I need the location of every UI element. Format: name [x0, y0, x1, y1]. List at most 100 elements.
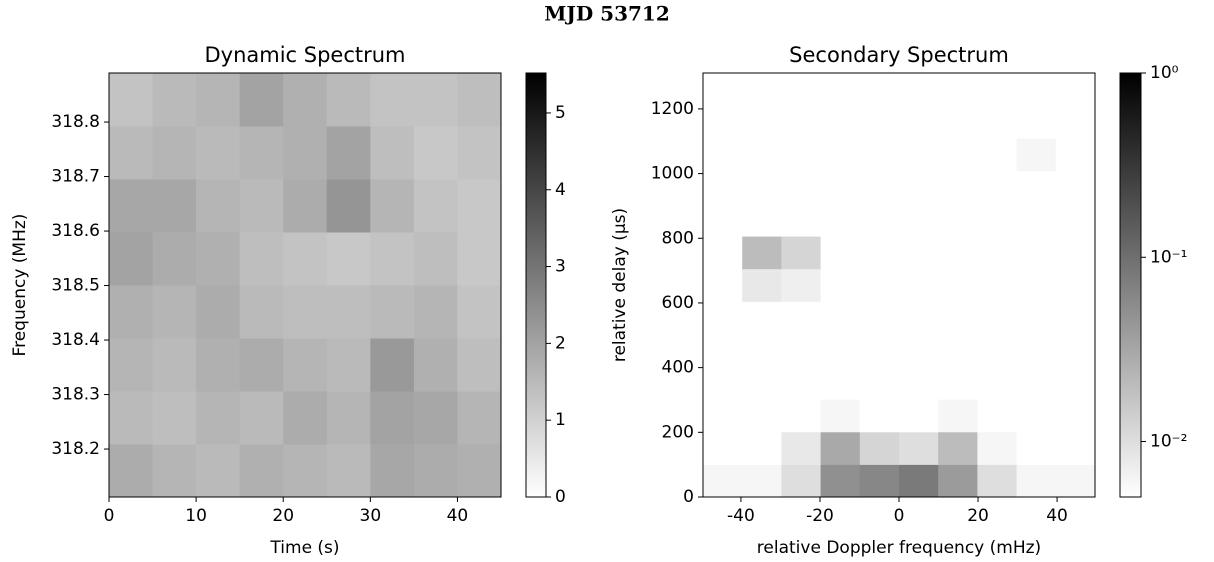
heat-cell — [977, 301, 1018, 335]
x-tick-label: 30 — [360, 506, 382, 526]
heat-cell — [899, 138, 939, 172]
heat-cell — [859, 431, 900, 465]
y-tick-label: 318.4 — [51, 330, 100, 350]
colorbar — [1119, 72, 1142, 498]
heat-cell — [1016, 268, 1057, 302]
heat-cell — [152, 338, 197, 392]
heat-cell — [703, 73, 743, 107]
heat-cell — [1016, 301, 1057, 335]
heat-cell — [703, 170, 743, 204]
heat-cell — [781, 399, 822, 433]
y-tick-label: 318.5 — [51, 276, 100, 296]
heat-cell — [1055, 268, 1096, 302]
heat-cell — [152, 444, 197, 498]
heat-cell — [370, 179, 415, 233]
y-tick-label: 600 — [662, 293, 694, 313]
heat-cell — [899, 366, 939, 400]
heat-cell — [859, 105, 900, 139]
heat-cell — [196, 73, 241, 127]
heat-cell — [1055, 333, 1096, 368]
colorbar-tick-label: 10⁻² — [1150, 432, 1187, 452]
y-tick-label: 400 — [662, 358, 694, 378]
x-axis-label: Time (s) — [269, 538, 339, 558]
heat-cell — [196, 126, 241, 180]
heat-cell — [370, 391, 415, 445]
heat-cell — [326, 444, 371, 498]
heat-cell — [283, 444, 328, 498]
heat-cell — [457, 391, 502, 445]
x-tick-label: -20 — [806, 506, 834, 526]
heat-cell — [1055, 203, 1096, 237]
heat-cell — [859, 203, 900, 237]
heat-cell — [938, 170, 978, 204]
heat-cell — [938, 138, 978, 172]
x-tick-label: -40 — [727, 506, 755, 526]
heat-cell — [781, 431, 822, 465]
axes-title: Dynamic Spectrum — [204, 43, 405, 67]
heat-cell — [196, 285, 241, 339]
heat-cell — [703, 301, 743, 335]
heat-cell — [742, 366, 782, 400]
heat-cell — [938, 464, 978, 498]
heat-cell — [152, 179, 197, 233]
heat-cell — [1016, 73, 1057, 107]
heat-cell — [109, 285, 154, 339]
heat-cell — [109, 73, 154, 127]
heat-cell — [326, 232, 371, 286]
heat-cell — [703, 399, 743, 433]
heat-cell — [703, 138, 743, 172]
heat-cell — [283, 126, 328, 180]
y-tick-label: 318.3 — [51, 385, 100, 405]
y-tick-label: 200 — [662, 422, 694, 442]
heat-cell — [820, 431, 861, 465]
heat-cell — [152, 126, 197, 180]
heat-cell — [899, 268, 939, 302]
colorbar-tick-label: 1 — [555, 410, 566, 430]
heat-cell — [742, 431, 782, 465]
heat-cell — [938, 236, 978, 270]
heat-cell — [938, 333, 978, 368]
colorbar-tick-label: 2 — [555, 333, 566, 353]
colorbar-tick-label: 10⁻¹ — [1150, 247, 1187, 267]
heat-cell — [899, 170, 939, 204]
heat-cell — [899, 301, 939, 335]
colorbar-tick-label: 4 — [555, 180, 566, 200]
heat-cell — [938, 366, 978, 400]
heat-cell — [820, 301, 861, 335]
heat-cell — [859, 301, 900, 335]
heat-cell — [413, 285, 458, 339]
heat-cell — [457, 126, 502, 180]
heat-cell — [977, 431, 1018, 465]
heat-cell — [109, 232, 154, 286]
heat-cell — [413, 232, 458, 286]
y-tick-label: 318.2 — [51, 439, 100, 459]
heat-cell — [742, 301, 782, 335]
heat-cell — [413, 444, 458, 498]
heat-cell — [109, 338, 154, 392]
heat-cell — [703, 203, 743, 237]
heat-cell — [196, 179, 241, 233]
heat-cell — [820, 236, 861, 270]
heat-cell — [977, 399, 1018, 433]
heat-cell — [370, 126, 415, 180]
heat-cell — [781, 73, 822, 107]
x-tick-label: 20 — [272, 506, 294, 526]
heat-cell — [1016, 464, 1057, 498]
x-tick-label: 0 — [104, 506, 115, 526]
heat-cell — [742, 203, 782, 237]
heat-cell — [370, 73, 415, 127]
heat-cell — [326, 73, 371, 127]
heat-cell — [742, 399, 782, 433]
heat-cell — [1055, 464, 1096, 498]
heat-cell — [899, 464, 939, 498]
heat-cell — [938, 73, 978, 107]
heat-cell — [859, 399, 900, 433]
heat-cell — [1055, 399, 1096, 433]
heat-cell — [109, 126, 154, 180]
heat-cell — [899, 399, 939, 433]
heat-cell — [820, 170, 861, 204]
heat-cell — [899, 73, 939, 107]
heat-cell — [938, 431, 978, 465]
y-axis-label: Frequency (MHz) — [10, 214, 30, 357]
heat-cell — [820, 333, 861, 368]
